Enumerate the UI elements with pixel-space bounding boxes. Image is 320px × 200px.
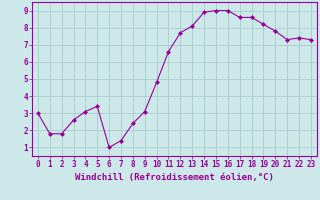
X-axis label: Windchill (Refroidissement éolien,°C): Windchill (Refroidissement éolien,°C) xyxy=(75,173,274,182)
